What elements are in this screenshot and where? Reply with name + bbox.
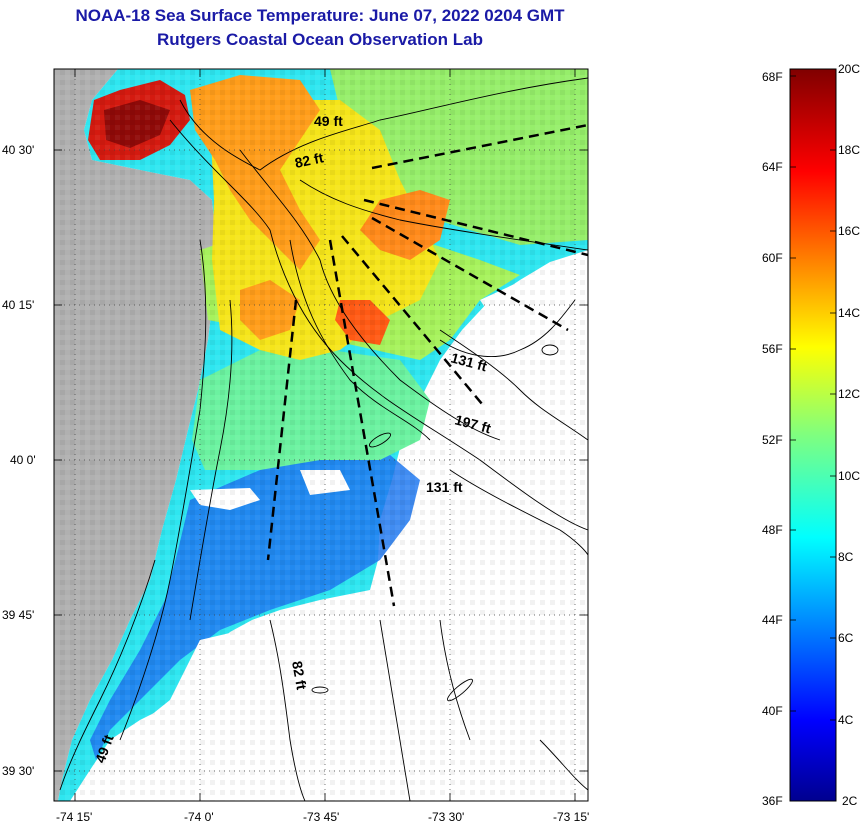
colorbar-f-label: 36F <box>762 794 783 808</box>
colorbar-c-label: 4C <box>838 713 854 727</box>
map-title: NOAA-18 Sea Surface Temperature: June 07… <box>75 6 565 25</box>
colorbar-f-label: 68F <box>762 70 783 84</box>
lon-label: -74 15' <box>56 810 93 824</box>
lon-label: -73 45' <box>303 810 340 824</box>
colorbar-f-label: 52F <box>762 433 783 447</box>
lat-label: 40 30' <box>2 143 35 157</box>
lon-label: -74 0' <box>184 810 214 824</box>
colorbar-c-label: 8C <box>838 550 854 564</box>
colorbar-f-label: 48F <box>762 523 783 537</box>
colorbar-c-label: 20C <box>838 62 861 76</box>
colorbar-c-label: 16C <box>838 224 861 238</box>
colorbar-f-label: 44F <box>762 613 783 627</box>
lon-label: -73 15' <box>553 810 590 824</box>
colorbar-c-label: 12C <box>838 387 861 401</box>
colorbar-c-label: 18C <box>838 143 861 157</box>
lon-label: -73 30' <box>428 810 465 824</box>
contour-label: 49 ft <box>314 113 343 129</box>
bathymetry-contours <box>59 77 588 801</box>
transect-lines <box>266 123 588 607</box>
colorbar-c-label: 6C <box>838 631 854 645</box>
lat-label: 39 45' <box>2 608 35 622</box>
colorbar-f-label: 60F <box>762 251 783 265</box>
map-panel <box>54 69 588 801</box>
map-frame <box>53 68 589 802</box>
colorbar-ticks <box>790 68 836 721</box>
colorbar-c-label: 2C <box>842 794 858 808</box>
colorbar-f-label: 64F <box>762 160 783 174</box>
lat-label: 40 0' <box>10 453 36 467</box>
colorbar-c-label: 10C <box>838 469 861 483</box>
lat-label: 39 30' <box>2 764 35 778</box>
colorbar-f-label: 40F <box>762 704 783 718</box>
colorbar-gradient <box>790 69 836 801</box>
lat-label: 40 15' <box>2 298 35 312</box>
contour-label: 131 ft <box>426 479 463 495</box>
map-subtitle: Rutgers Coastal Ocean Observation Lab <box>157 30 483 49</box>
contour-label: 82 ft <box>289 660 310 691</box>
contour-label: 82 ft <box>293 149 325 171</box>
colorbar-f-label: 56F <box>762 342 783 356</box>
frame-ticks <box>54 69 588 801</box>
graticule <box>54 69 588 801</box>
colorbar-c-label: 14C <box>838 306 861 320</box>
colorbar-frame <box>789 68 837 802</box>
